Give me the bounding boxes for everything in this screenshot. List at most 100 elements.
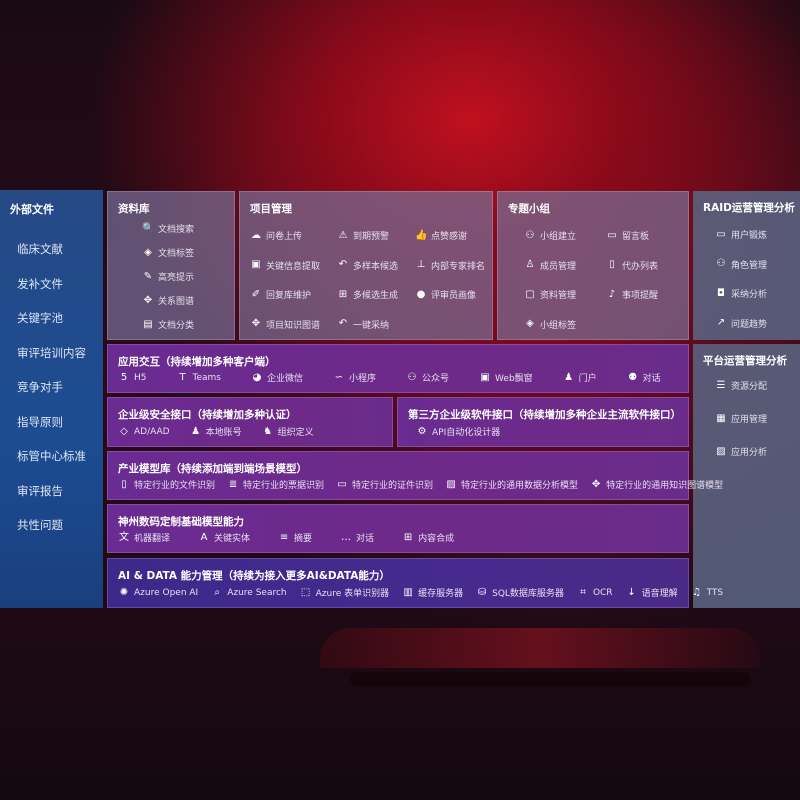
feature-item[interactable]: ☁ 问卷上传 — [250, 229, 302, 243]
feature-item[interactable]: ▭ 留言板 — [606, 229, 649, 243]
feature-item[interactable]: ⌗ OCR — [577, 586, 612, 599]
feature-label: 小组建立 — [540, 232, 577, 242]
feature-item[interactable]: ⚇ 小组建立 — [524, 229, 577, 243]
feature-item[interactable]: ▯ 代办列表 — [606, 259, 658, 272]
feature-item[interactable]: ⊞ 多候选生成 — [337, 288, 398, 302]
feature-item[interactable]: ⚇ 公众号 — [406, 371, 450, 385]
feature-item[interactable]: 🔍 文档搜索 — [142, 222, 195, 236]
feature-item[interactable]: ✥ 关系图谱 — [142, 294, 194, 308]
feature-item[interactable]: ♙ 成员管理 — [524, 259, 577, 272]
sidebar-item[interactable]: 竞争对手 — [17, 380, 63, 394]
feature-item[interactable]: ♟ 门户 — [563, 371, 597, 385]
chart-icon: ▨ — [716, 445, 726, 457]
feature-item[interactable]: ⌕ Azure Search — [211, 586, 286, 599]
feature-item[interactable]: 5 H5 — [118, 371, 147, 384]
feature-item[interactable]: ↗ 问题趋势 — [715, 317, 767, 330]
feature-item[interactable]: ▯ 特定行业的文件识别 — [118, 478, 215, 492]
sidebar-item[interactable]: 标管中心标准 — [17, 449, 86, 463]
feature-item[interactable]: ▥ 缓存服务器 — [402, 586, 463, 600]
feature-item[interactable]: ▨ 特定行业的通用数据分析模型 — [445, 478, 578, 492]
feature-label: 摘要 — [294, 534, 313, 544]
feature-item[interactable]: ▣ Web飘窗 — [479, 371, 532, 385]
feature-item[interactable]: ▭ 特定行业的证件识别 — [336, 478, 433, 492]
sidebar-title: 外部文件 — [10, 203, 54, 216]
feature-item[interactable]: ✥ 项目知识图谱 — [250, 318, 320, 331]
feature-item[interactable]: ✎ 高亮提示 — [142, 270, 194, 284]
sidebar-item[interactable]: 发补文件 — [17, 276, 63, 291]
feature-item[interactable]: ◈ 小组标签 — [524, 318, 576, 331]
feature-item[interactable]: ⚇ 角色管理 — [715, 258, 768, 271]
sidebar-item[interactable]: 共性问题 — [17, 518, 63, 532]
feature-item[interactable]: ▨ 应用分析 — [715, 445, 767, 459]
feature-item[interactable]: 👍 点赞感谢 — [415, 229, 467, 243]
tag-icon: ◈ — [526, 318, 534, 329]
group-icon: ⚇ — [407, 371, 417, 383]
feature-label: Azure Open AI — [134, 587, 199, 598]
feature-item[interactable]: ▤ 文档分类 — [142, 318, 194, 332]
feature-item[interactable]: ♞ 组织定义 — [262, 425, 314, 439]
feature-item[interactable]: ♫ TTS — [691, 586, 723, 599]
feature-item[interactable]: ▭ 用户锻炼 — [715, 228, 767, 242]
feature-item[interactable]: A 关键实体 — [198, 531, 250, 545]
feature-item[interactable]: ▢ 资料管理 — [524, 288, 577, 302]
feature-item[interactable]: ⚠ 到期预警 — [337, 229, 390, 243]
feature-item[interactable]: ✐ 回复库维护 — [250, 288, 311, 302]
alarm-icon: ⚠ — [338, 229, 348, 241]
feature-label: 文档搜索 — [158, 225, 195, 235]
base-title: 神州数码定制基础模型能力 — [118, 516, 244, 528]
feature-item[interactable]: ♟ 本地账号 — [190, 425, 242, 439]
feature-item[interactable]: ◕ 企业微信 — [251, 371, 303, 385]
feature-item[interactable]: ✺ Azure Open AI — [118, 586, 198, 599]
sidebar-item[interactable]: 审评报告 — [17, 483, 63, 498]
feature-item[interactable]: ▣ 关键信息提取 — [250, 259, 320, 272]
feature-item[interactable]: ↓ 语音理解 — [626, 586, 677, 600]
graph-icon: ✥ — [591, 478, 601, 490]
feature-label: Azure 表单识别器 — [315, 589, 390, 599]
feature-item[interactable]: ◈ 文档标签 — [142, 246, 194, 260]
feature-label: Teams — [192, 372, 221, 383]
pen-icon: ✎ — [143, 270, 153, 282]
window-icon: ▣ — [480, 371, 490, 383]
sidebar-item[interactable]: 审评培训内容 — [17, 345, 86, 360]
group-panel: 专题小组 ⚇ 小组建立 ▭ 留言板 ♙ 成员管理 ▯ 代办列表 ▢ 资料管理 ♪ 事项提醒 ◈ 小组标签 — [497, 191, 689, 340]
industry-title: 产业模型库（持续添加端到端场景模型） — [118, 463, 307, 475]
feature-item[interactable]: T Teams — [177, 371, 221, 384]
feature-item[interactable]: ↶ 一键采纳 — [337, 318, 389, 331]
speech-icon: ↓ — [627, 586, 636, 598]
sidebar-item[interactable]: 指导原则 — [17, 414, 63, 429]
feature-item[interactable]: 文机器翻译 — [118, 531, 170, 545]
feature-item[interactable]: ⊥ 内部专家排名 — [415, 259, 485, 272]
sidebar-item[interactable]: 关键字池 — [17, 311, 63, 325]
feature-item[interactable]: ☰ 资源分配 — [715, 379, 768, 393]
reply-icon: ↶ — [338, 318, 348, 329]
folder-icon: ▢ — [525, 288, 535, 300]
feature-item[interactable]: ◘ 采纳分析 — [715, 287, 767, 301]
database-icon: ⛁ — [477, 586, 487, 598]
aidata-title: AI & DATA 能力管理（持续为接入更多AI&DATA能力） — [118, 570, 390, 582]
feature-item[interactable]: ⚙ API自动化设计器 — [416, 425, 501, 439]
sidebar-item[interactable]: 临床文献 — [17, 242, 63, 256]
feature-item[interactable]: ✥ 特定行业的通用知识图谱模型 — [590, 478, 724, 492]
feature-label: API自动化设计器 — [432, 428, 501, 438]
feature-label: 资料管理 — [540, 291, 577, 301]
feature-item[interactable]: ⊞ 内容合成 — [402, 531, 454, 545]
feature-item[interactable]: ⛁ SQL数据库服务器 — [476, 586, 564, 600]
feature-item[interactable]: ◇ AD/AAD — [118, 425, 169, 438]
feature-item[interactable]: … 对话 — [340, 531, 374, 545]
feature-item[interactable]: ▦ 应用管理 — [715, 412, 767, 426]
receipt-icon: ≣ — [228, 478, 238, 490]
feature-item[interactable]: ↶ 多样本候选 — [337, 259, 398, 272]
graph-icon: ✥ — [251, 318, 261, 329]
thumbs-up-icon: 👍 — [415, 229, 428, 241]
feature-item[interactable]: ⬚ Azure 表单识别器 — [300, 586, 390, 600]
form-icon: ⬚ — [300, 586, 311, 598]
feature-item[interactable]: ♪ 事项提醒 — [606, 288, 659, 302]
feature-item[interactable]: ≣ 特定行业的票据识别 — [227, 478, 324, 492]
feature-item[interactable]: ● 评审员画像 — [415, 288, 476, 302]
feature-label: 特定行业的通用知识图谱模型 — [606, 481, 724, 491]
chat-icon: … — [341, 531, 352, 543]
feature-item[interactable]: ∽ 小程序 — [333, 371, 376, 385]
feature-item[interactable]: ⚉ 对话 — [627, 371, 661, 385]
feature-label: 事项提醒 — [622, 291, 659, 301]
feature-item[interactable]: ≡ 摘要 — [278, 531, 313, 545]
